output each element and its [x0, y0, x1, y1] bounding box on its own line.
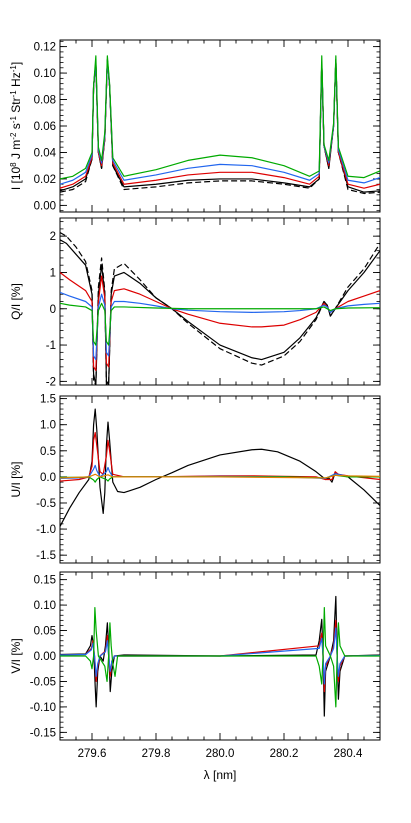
- series-line-3: [60, 59, 380, 189]
- x-tick-label: 280.4: [334, 748, 363, 760]
- y-tick-label: 0.5: [40, 446, 56, 458]
- y-tick-label: 0.15: [34, 575, 56, 587]
- y-tick-label: 0.12: [34, 42, 56, 54]
- y-tick-label: 0.00: [34, 200, 56, 212]
- series-line-2: [60, 431, 380, 482]
- x-tick-label: 280.0: [206, 748, 235, 760]
- y-tick-label: 0.08: [34, 95, 56, 107]
- x-axis-label: λ [nm]: [204, 768, 237, 782]
- panel-4: 0.15 0.10 0.05 0.00 -0.05 -0.10 -0.15 V/I [%] 27…: [9, 571, 381, 782]
- y-tick-label: 0.05: [34, 626, 56, 638]
- y-tick-label: 0.0: [40, 472, 56, 484]
- y-tick-label: 1: [50, 267, 56, 279]
- y-tick-label: -0.5: [36, 498, 56, 510]
- y-tick-label: 0: [50, 304, 56, 316]
- plot-frame: [59, 217, 381, 386]
- panel-3: 1.5 1.0 0.5 0.0 -0.5 -1.0 -1.5 U/I [%]: [9, 394, 381, 564]
- series-line-1: [60, 59, 380, 195]
- x-tick-label: 279.8: [142, 748, 171, 760]
- series-line-4: [60, 607, 380, 708]
- y-tick-label: -2: [46, 376, 56, 388]
- panel-2: 2 1 0 -1 -2 Q/I [%]: [9, 217, 381, 388]
- y-axis-label: U/I [%]: [9, 461, 23, 497]
- y-tick-label: 1.0: [40, 420, 56, 432]
- y-tick-label: 0.04: [34, 147, 57, 159]
- series-line-2: [60, 239, 380, 385]
- y-tick-label: 0.06: [34, 121, 56, 133]
- series-line-4: [60, 291, 380, 361]
- y-tick-label: -1: [46, 340, 56, 352]
- y-tick-label: 1.5: [40, 394, 56, 406]
- y-tick-label: 2: [50, 231, 56, 243]
- y-tick-label: 0.00: [34, 651, 56, 663]
- series-line-5: [60, 55, 380, 180]
- y-axis-label: Q/I [%]: [9, 283, 23, 320]
- panel-1: 0.00 0.02 0.04 0.06 0.08 0.10 0.12 I [108 J m-2…: [9, 39, 381, 213]
- y-tick-label: 0.10: [34, 600, 56, 612]
- series-line-5: [60, 302, 380, 346]
- x-tick-label: 280.2: [270, 748, 299, 760]
- y-tick-label: -0.15: [30, 727, 56, 739]
- y-tick-label: -0.10: [30, 702, 56, 714]
- y-tick-label: 0.10: [34, 68, 56, 80]
- y-axis-label: I [108 J m-2 s-1 Str-1 Hz-1]: [9, 62, 24, 190]
- y-axis-label: V/I [%]: [9, 638, 23, 673]
- y-tick-label: -1.0: [36, 524, 56, 536]
- y-tick-label: -0.05: [30, 676, 56, 688]
- series-line-4: [60, 59, 380, 185]
- y-tick-label: 0.02: [34, 174, 56, 186]
- y-tick-label: -1.5: [36, 550, 56, 562]
- series-line-5: [60, 473, 380, 479]
- x-tick-label: 279.6: [78, 748, 107, 760]
